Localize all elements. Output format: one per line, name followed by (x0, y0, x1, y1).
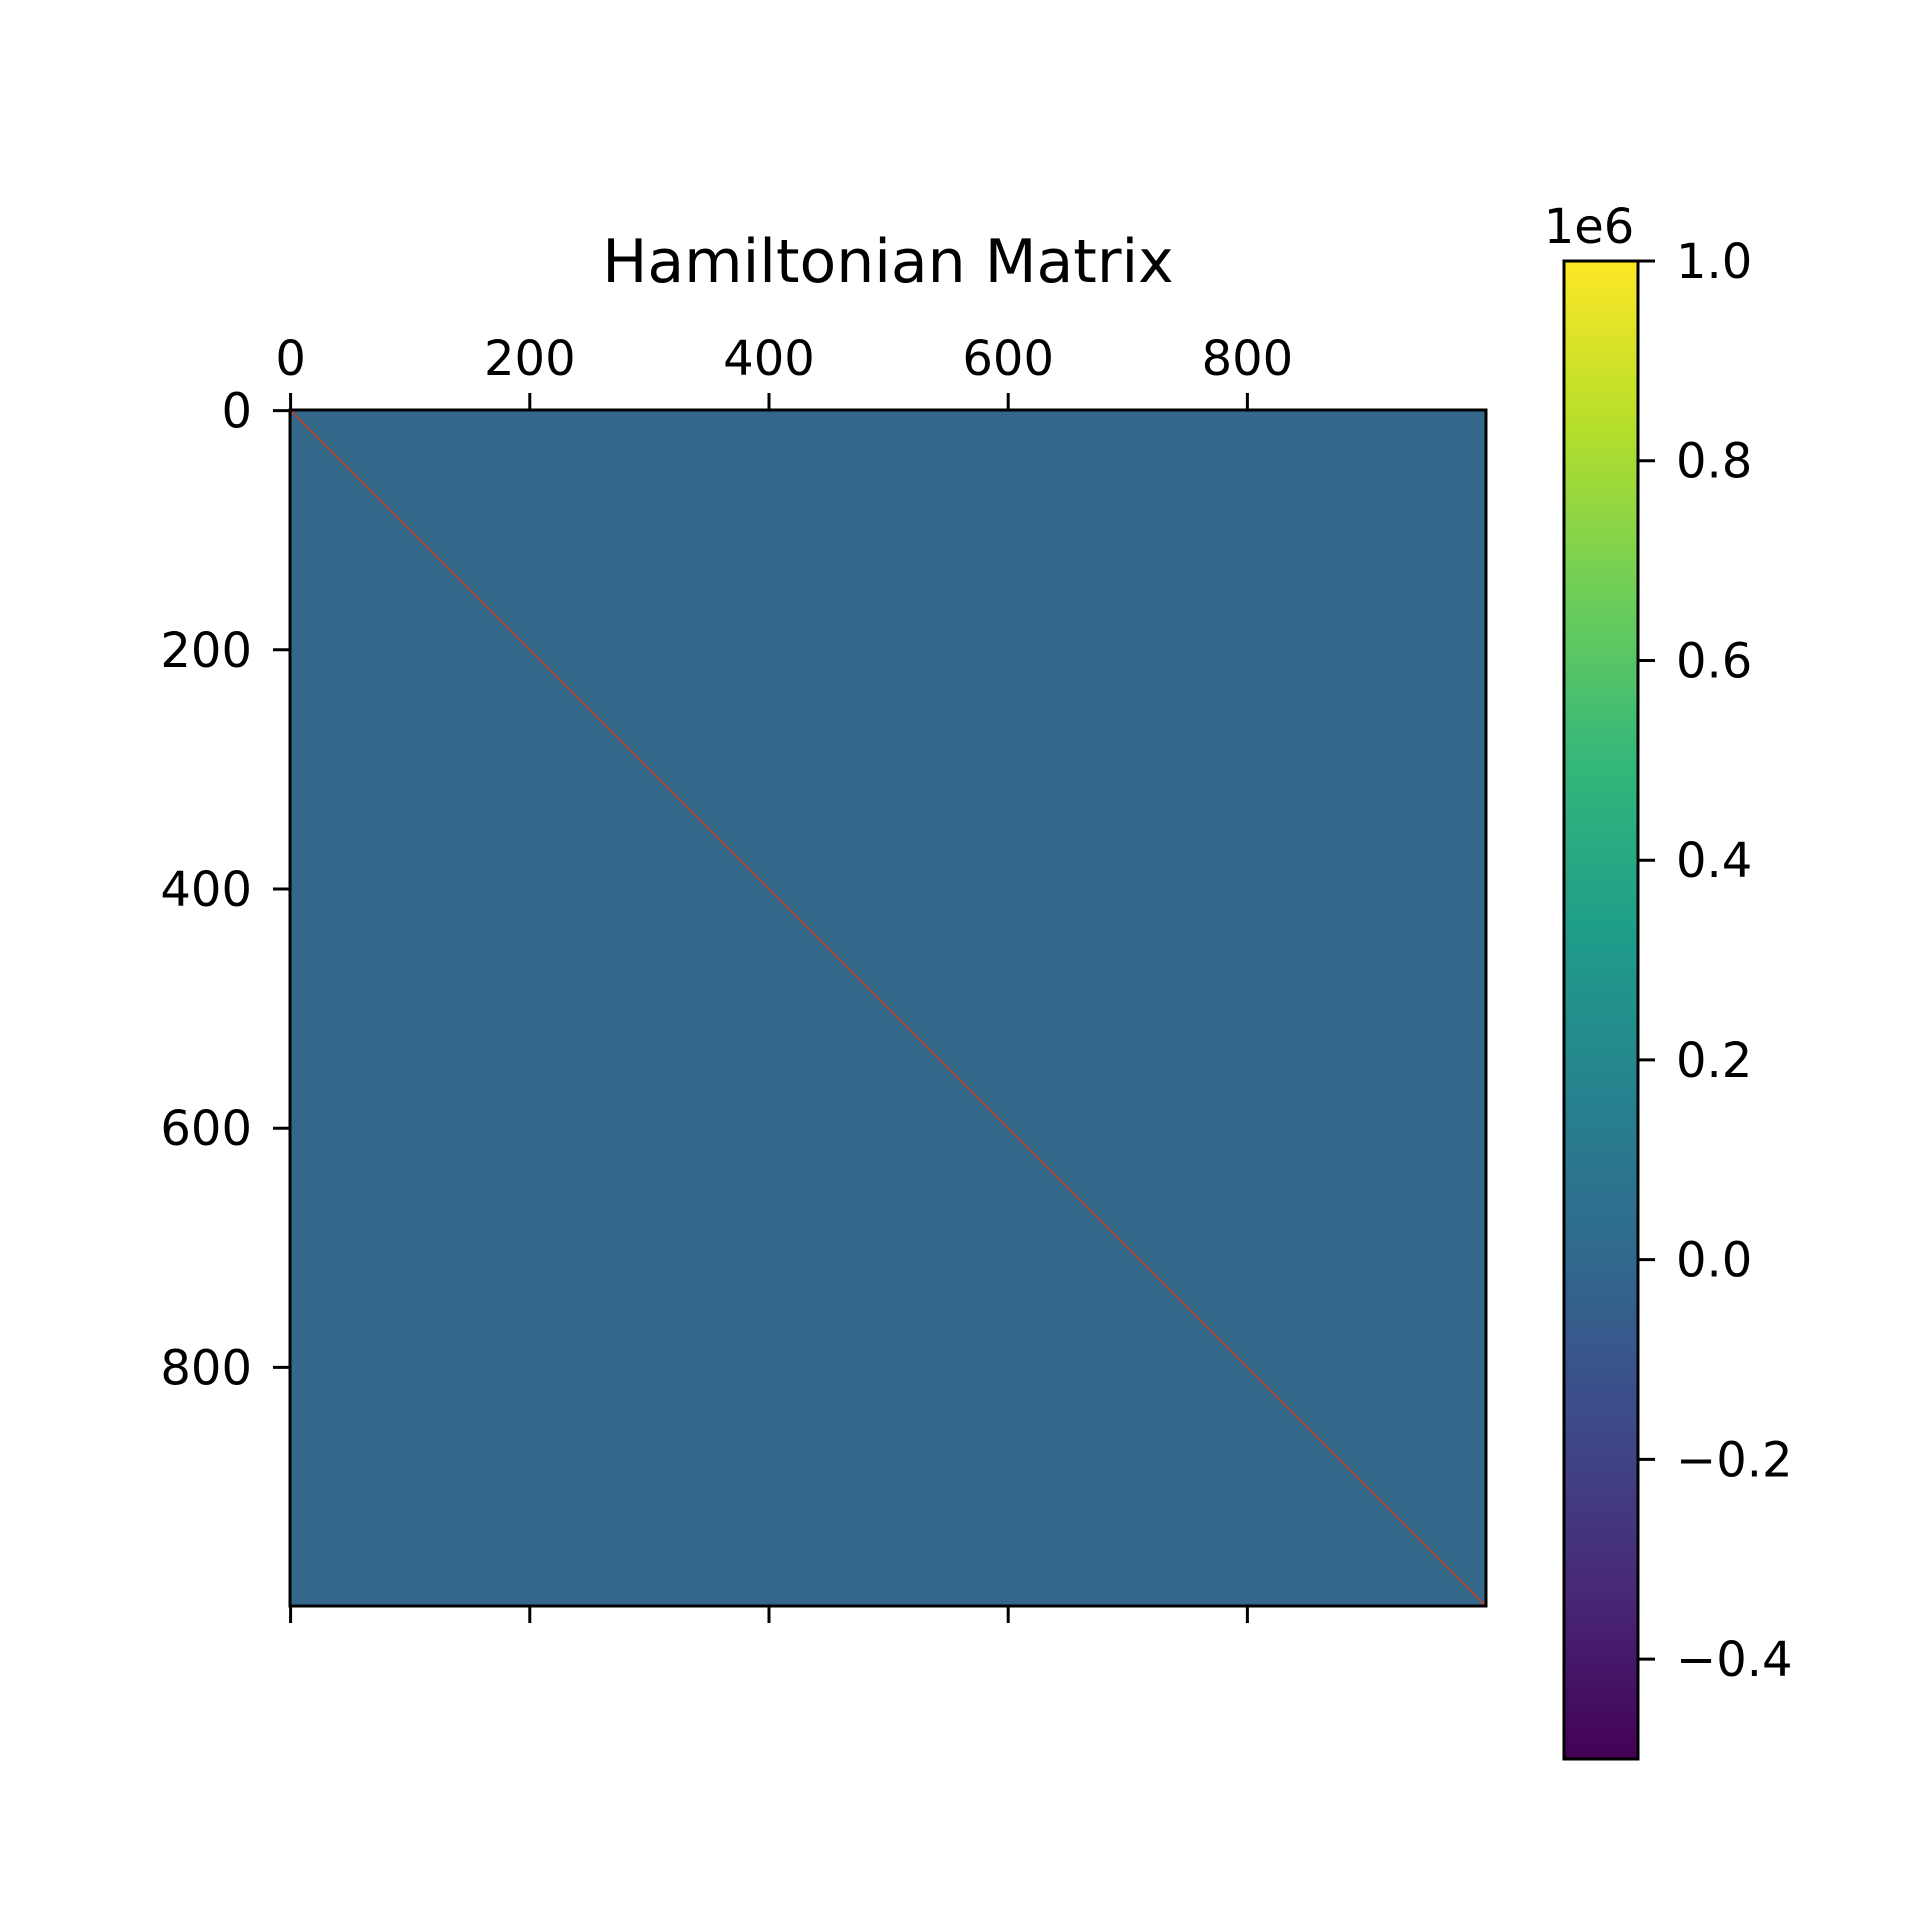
x-tick-label: 0 (275, 331, 306, 387)
colorbar-gradient (1564, 261, 1638, 1759)
x-tick-label: 800 (1202, 331, 1294, 387)
y-axis: 0 200 400 600 800 (160, 384, 290, 1396)
colorbar-tick-label: 1.0 (1676, 234, 1752, 290)
colorbar-offset-label: 1e6 (1544, 199, 1635, 255)
heatmap-frame (288, 408, 1488, 1608)
colorbar-tick-label: 0.0 (1676, 1233, 1752, 1289)
x-tick-label: 400 (723, 331, 815, 387)
y-tick-label: 400 (160, 862, 252, 918)
colorbar: 1.0 0.8 0.6 0.4 0.2 0.0 −0.2 −0.4 1e6 (1544, 199, 1793, 1761)
chart-title: Hamiltonian Matrix (602, 227, 1173, 297)
y-tick-label: 200 (160, 623, 252, 679)
colorbar-frame (1562, 259, 1640, 1761)
colorbar-tick-label: 0.4 (1676, 833, 1752, 889)
x-tick-label: 600 (962, 331, 1054, 387)
colorbar-tick-label: 0.8 (1676, 434, 1752, 490)
y-tick-label: 600 (160, 1101, 252, 1157)
x-tick-label: 200 (484, 331, 576, 387)
heatmap-diagonal (289, 409, 1487, 1607)
x-axis: 0 200 400 600 800 (275, 331, 1293, 1623)
y-tick-label: 800 (160, 1340, 252, 1396)
colorbar-tick-label: 0.2 (1676, 1033, 1752, 1089)
y-tick-label: 0 (221, 384, 252, 440)
colorbar-tick-label: −0.2 (1676, 1432, 1793, 1488)
colorbar-tick-label: −0.4 (1676, 1632, 1793, 1688)
heatmap-area (288, 408, 1488, 1608)
colorbar-tick-label: 0.6 (1676, 633, 1752, 689)
